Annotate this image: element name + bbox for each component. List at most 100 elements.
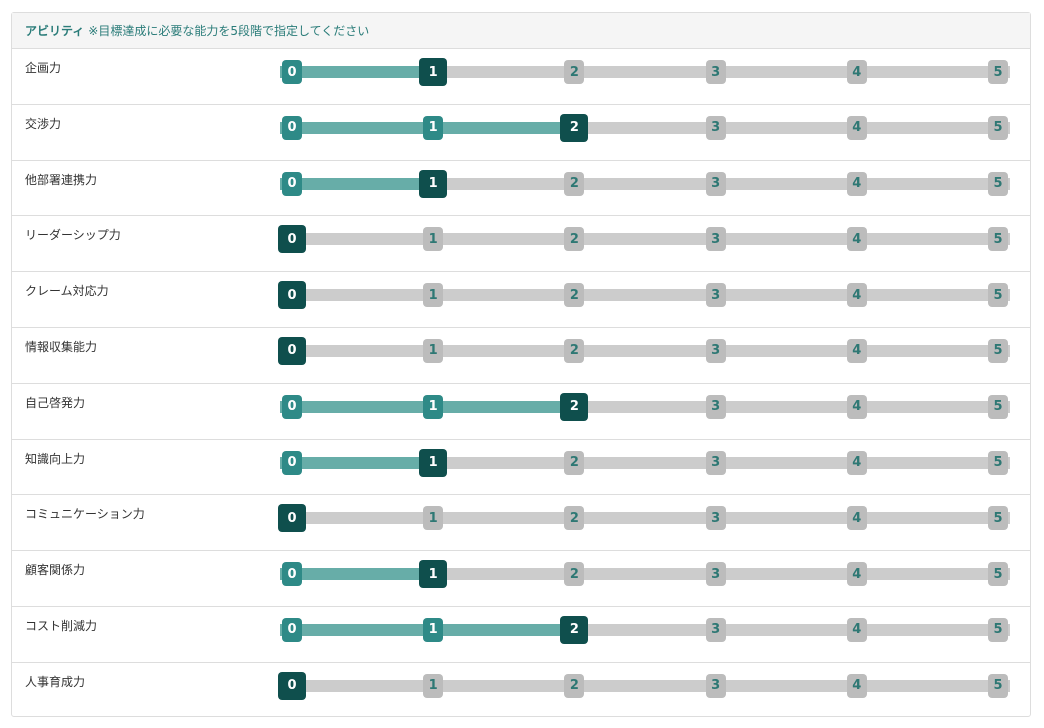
level-step-3[interactable]: 3 <box>705 338 726 363</box>
level-step-3[interactable]: 3 <box>705 450 726 475</box>
level-step-1[interactable]: 1 <box>423 673 444 698</box>
slider-track[interactable] <box>280 568 1010 581</box>
slider-track[interactable] <box>280 177 1010 190</box>
level-step-0[interactable]: 0 <box>282 394 302 419</box>
ability-level-slider[interactable]: 0 1 2 3 4 5 <box>278 281 1010 310</box>
level-step-0[interactable]: 0 <box>282 617 302 642</box>
level-step-1[interactable]: 1 <box>423 617 444 642</box>
level-step-4[interactable]: 4 <box>846 171 867 196</box>
level-step-4[interactable]: 4 <box>846 338 867 363</box>
level-step-5[interactable]: 5 <box>988 283 1008 308</box>
ability-row: リーダーシップ力 0 1 2 3 4 5 <box>12 216 1030 273</box>
level-step-0[interactable]: 0 <box>278 504 306 533</box>
slider-track[interactable] <box>280 233 1010 246</box>
level-step-5[interactable]: 5 <box>988 673 1008 698</box>
level-step-5[interactable]: 5 <box>988 115 1008 140</box>
level-step-1[interactable]: 1 <box>419 448 448 477</box>
ability-row: 企画力 0 1 2 3 4 5 <box>12 49 1030 105</box>
level-step-3[interactable]: 3 <box>705 562 726 587</box>
slider-track[interactable] <box>280 344 1010 357</box>
slider-track[interactable] <box>280 456 1010 469</box>
level-step-3[interactable]: 3 <box>705 283 726 308</box>
level-step-4[interactable]: 4 <box>846 394 867 419</box>
level-step-0[interactable]: 0 <box>278 671 306 700</box>
level-step-2[interactable]: 2 <box>564 60 585 84</box>
level-step-2[interactable]: 2 <box>564 283 585 308</box>
level-step-5[interactable]: 5 <box>988 617 1008 642</box>
ability-level-slider[interactable]: 0 1 2 3 4 5 <box>280 560 1010 589</box>
level-step-1[interactable]: 1 <box>423 394 444 419</box>
level-step-1[interactable]: 1 <box>419 560 448 589</box>
ability-label: コスト削減力 <box>25 618 98 633</box>
level-step-2[interactable]: 2 <box>564 450 585 475</box>
ability-level-slider[interactable]: 0 1 2 3 4 5 <box>280 448 1010 477</box>
level-step-1[interactable]: 1 <box>419 58 448 86</box>
level-step-5[interactable]: 5 <box>988 394 1008 419</box>
level-step-3[interactable]: 3 <box>705 617 726 642</box>
ability-level-slider[interactable]: 0 1 2 3 4 5 <box>280 392 1010 421</box>
level-step-0[interactable]: 0 <box>282 450 302 475</box>
level-step-3[interactable]: 3 <box>705 673 726 698</box>
level-step-4[interactable]: 4 <box>846 227 867 252</box>
level-step-3[interactable]: 3 <box>705 171 726 196</box>
level-step-3[interactable]: 3 <box>705 60 726 84</box>
ability-label: 顧客関係力 <box>25 563 86 578</box>
level-step-4[interactable]: 4 <box>846 60 867 84</box>
level-step-3[interactable]: 3 <box>705 227 726 252</box>
ability-level-slider[interactable]: 0 1 2 3 4 5 <box>278 336 1010 365</box>
ability-level-slider[interactable]: 0 1 2 3 4 5 <box>278 225 1010 254</box>
level-step-1[interactable]: 1 <box>423 283 444 308</box>
level-step-0[interactable]: 0 <box>282 115 302 140</box>
level-step-3[interactable]: 3 <box>705 115 726 140</box>
level-step-4[interactable]: 4 <box>846 450 867 475</box>
level-step-4[interactable]: 4 <box>846 283 867 308</box>
level-step-4[interactable]: 4 <box>846 115 867 140</box>
level-step-0[interactable]: 0 <box>282 60 302 84</box>
level-step-0[interactable]: 0 <box>282 171 302 196</box>
level-step-2[interactable]: 2 <box>560 615 589 644</box>
level-step-2[interactable]: 2 <box>564 171 585 196</box>
ability-level-slider[interactable]: 0 1 2 3 4 5 <box>278 671 1010 700</box>
level-step-1[interactable]: 1 <box>423 227 444 252</box>
level-step-2[interactable]: 2 <box>560 113 589 142</box>
level-step-1[interactable]: 1 <box>423 338 444 363</box>
level-step-0[interactable]: 0 <box>282 562 302 587</box>
ability-level-slider[interactable]: 0 1 2 3 4 5 <box>280 615 1010 644</box>
level-step-1[interactable]: 1 <box>423 115 444 140</box>
level-step-0[interactable]: 0 <box>278 225 306 254</box>
level-step-5[interactable]: 5 <box>988 171 1008 196</box>
level-step-2[interactable]: 2 <box>560 392 589 421</box>
level-step-2[interactable]: 2 <box>564 338 585 363</box>
level-step-1[interactable]: 1 <box>419 169 448 198</box>
ability-level-slider[interactable]: 0 1 2 3 4 5 <box>280 169 1010 198</box>
level-step-4[interactable]: 4 <box>846 673 867 698</box>
ability-row: 知識向上力 0 1 2 3 4 5 <box>12 440 1030 496</box>
level-step-5[interactable]: 5 <box>988 60 1008 84</box>
level-step-2[interactable]: 2 <box>564 562 585 587</box>
level-step-2[interactable]: 2 <box>564 673 585 698</box>
slider-track[interactable] <box>280 289 1010 302</box>
ability-panel: アビリティ ※目標達成に必要な能力を5段階で指定してください 企画力 0 1 2 3 4 5… <box>11 12 1031 717</box>
level-step-5[interactable]: 5 <box>988 450 1008 475</box>
level-step-2[interactable]: 2 <box>564 506 585 531</box>
level-step-0[interactable]: 0 <box>278 281 306 310</box>
slider-track[interactable] <box>280 679 1010 692</box>
level-step-4[interactable]: 4 <box>846 506 867 531</box>
level-step-5[interactable]: 5 <box>988 506 1008 531</box>
slider-track[interactable] <box>280 66 1010 78</box>
level-step-4[interactable]: 4 <box>846 617 867 642</box>
level-step-5[interactable]: 5 <box>988 562 1008 587</box>
level-step-1[interactable]: 1 <box>423 506 444 531</box>
level-step-3[interactable]: 3 <box>705 394 726 419</box>
ability-level-slider[interactable]: 0 1 2 3 4 5 <box>280 58 1010 86</box>
level-step-0[interactable]: 0 <box>278 336 306 365</box>
ability-level-slider[interactable]: 0 1 2 3 4 5 <box>280 113 1010 142</box>
level-step-3[interactable]: 3 <box>705 506 726 531</box>
slider-track[interactable] <box>280 512 1010 525</box>
level-step-5[interactable]: 5 <box>988 227 1008 252</box>
ability-label: 人事育成力 <box>25 674 86 689</box>
ability-level-slider[interactable]: 0 1 2 3 4 5 <box>278 504 1010 533</box>
level-step-2[interactable]: 2 <box>564 227 585 252</box>
level-step-5[interactable]: 5 <box>988 338 1008 363</box>
level-step-4[interactable]: 4 <box>846 562 867 587</box>
